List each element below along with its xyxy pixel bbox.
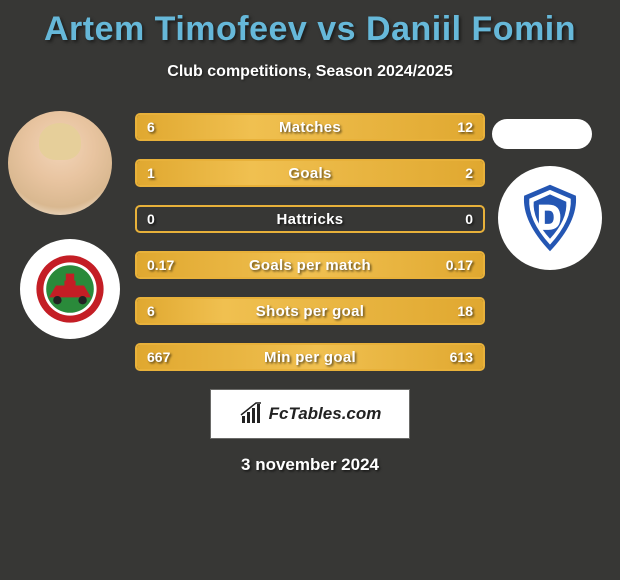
stat-value-left: 6 [147,115,155,139]
player-left-avatar [8,111,112,215]
footer-brand-text: FcTables.com [269,404,382,424]
subtitle: Club competitions, Season 2024/2025 [0,63,620,81]
dynamo-badge-icon [513,181,587,255]
stat-value-left: 0 [147,207,155,231]
stat-label: Min per goal [137,345,483,369]
stat-value-right: 0.17 [446,253,473,277]
comparison-panel: Matches612Goals12Hattricks00Goals per ma… [0,111,620,371]
stat-label: Goals [137,161,483,185]
stat-row: Goals1 2 [135,159,485,187]
stat-value-right: 18 [457,299,473,323]
stat-row: Shots per goal6 18 [135,297,485,325]
stat-value-right: 12 [457,115,473,139]
player-right-avatar [492,119,592,149]
lokomotiv-badge-icon [35,254,105,324]
player-right-club-badge [498,166,602,270]
stat-value-right: 613 [450,345,473,369]
stat-value-left: 6 [147,299,155,323]
stat-row: Matches6 12 [135,113,485,141]
stat-value-left: 1 [147,161,155,185]
stat-value-right: 0 [465,207,473,231]
stat-label: Shots per goal [137,299,483,323]
stat-label: Goals per match [137,253,483,277]
stat-row: Min per goal667 613 [135,343,485,371]
chart-icon [239,402,263,426]
stat-value-left: 667 [147,345,170,369]
stat-value-left: 0.17 [147,253,174,277]
stat-row: Goals per match0.17 0.17 [135,251,485,279]
page-title: Artem Timofeev vs Daniil Fomin [0,0,620,49]
stat-label: Matches [137,115,483,139]
stat-value-right: 2 [465,161,473,185]
stat-row: Hattricks0 0 [135,205,485,233]
stats-bars: Matches612Goals12Hattricks00Goals per ma… [135,111,485,371]
player-left-club-badge [20,239,120,339]
stat-label: Hattricks [137,207,483,231]
footer-brand-box: FcTables.com [210,389,410,439]
date-text: 3 november 2024 [0,455,620,475]
